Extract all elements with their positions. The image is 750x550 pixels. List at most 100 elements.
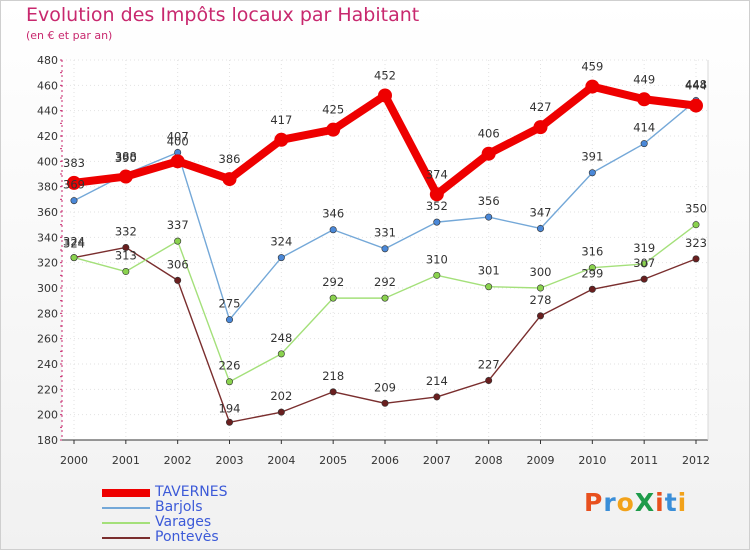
data-label: 292 — [374, 275, 396, 289]
data-point — [637, 92, 652, 107]
y-tick-label: 200 — [37, 409, 58, 422]
data-label: 319 — [633, 241, 655, 255]
data-label: 214 — [426, 374, 448, 388]
data-label: 391 — [581, 150, 603, 164]
data-label: 292 — [322, 275, 344, 289]
data-point — [640, 260, 648, 268]
logo-letter: o — [616, 488, 635, 517]
data-label: 310 — [426, 252, 448, 266]
data-label: 194 — [219, 401, 241, 415]
data-point — [485, 283, 493, 291]
data-label: 202 — [270, 389, 292, 403]
x-tick-label: 2009 — [527, 454, 555, 467]
data-point — [329, 388, 337, 396]
data-point — [381, 294, 389, 302]
data-point — [640, 275, 648, 283]
data-label: 316 — [581, 245, 603, 259]
data-point — [226, 316, 234, 324]
x-tick-label: 2001 — [112, 454, 140, 467]
chart-subtitle: (en € et par an) — [26, 29, 113, 42]
y-tick-label: 300 — [37, 282, 58, 295]
data-label: 427 — [530, 100, 552, 114]
logo-letter: r — [603, 488, 617, 517]
data-point — [381, 245, 389, 253]
logo-letter: i — [677, 488, 688, 517]
data-label: 356 — [478, 194, 500, 208]
data-label: 347 — [530, 205, 552, 219]
data-label: 383 — [63, 156, 85, 170]
data-point — [381, 399, 389, 407]
x-tick-label: 2011 — [630, 454, 658, 467]
data-label: 331 — [374, 226, 396, 240]
data-point — [226, 418, 234, 426]
data-label: 400 — [167, 134, 189, 148]
proxiti-logo: ProXiti — [584, 488, 687, 517]
data-point — [122, 268, 130, 276]
data-point — [692, 221, 700, 229]
x-tick-label: 2004 — [267, 454, 295, 467]
y-tick-label: 240 — [37, 358, 58, 371]
data-label: 337 — [167, 218, 189, 232]
data-label: 425 — [322, 103, 344, 117]
y-tick-label: 220 — [37, 383, 58, 396]
data-label: 218 — [322, 369, 344, 383]
data-label: 369 — [63, 178, 85, 192]
logo-letter: t — [664, 488, 678, 517]
x-tick-label: 2005 — [319, 454, 347, 467]
data-point — [588, 285, 596, 293]
data-point — [429, 187, 444, 202]
data-label: 388 — [115, 150, 137, 164]
data-label: 459 — [581, 60, 603, 74]
data-label: 449 — [633, 72, 655, 86]
x-tick-label: 2012 — [682, 454, 710, 467]
data-point — [485, 376, 493, 384]
x-tick-label: 2008 — [475, 454, 503, 467]
data-point — [174, 237, 182, 245]
y-tick-label: 460 — [37, 79, 58, 92]
data-point — [329, 294, 337, 302]
data-point — [640, 140, 648, 148]
data-label: 407 — [167, 129, 189, 143]
data-point — [226, 378, 234, 386]
data-point — [536, 284, 544, 292]
logo-letter: P — [584, 488, 604, 517]
data-label: 324 — [63, 237, 85, 251]
x-tick-label: 2002 — [164, 454, 192, 467]
y-tick-label: 440 — [37, 105, 58, 118]
data-label: 444 — [685, 79, 707, 93]
data-label: 323 — [685, 236, 707, 250]
data-label: 299 — [581, 266, 603, 280]
data-label: 324 — [270, 235, 292, 249]
x-tick-label: 2007 — [423, 454, 451, 467]
data-label: 306 — [167, 257, 189, 271]
data-point — [277, 408, 285, 416]
x-tick-label: 2003 — [216, 454, 244, 467]
data-point — [274, 132, 289, 147]
data-point — [170, 154, 185, 169]
y-tick-label: 320 — [37, 257, 58, 270]
chart-title: Evolution des Impôts locaux par Habitant — [26, 4, 420, 26]
x-tick-label: 2006 — [371, 454, 399, 467]
data-point — [536, 312, 544, 320]
y-tick-label: 280 — [37, 307, 58, 320]
data-label: 209 — [374, 380, 396, 394]
data-point — [588, 169, 596, 177]
logo-letter: X — [634, 488, 656, 517]
data-point — [533, 120, 548, 135]
y-tick-label: 420 — [37, 130, 58, 143]
data-point — [433, 393, 441, 401]
data-label: 332 — [115, 224, 137, 238]
y-tick-label: 400 — [37, 155, 58, 168]
y-tick-label: 380 — [37, 181, 58, 194]
data-label: 300 — [530, 265, 552, 279]
data-point — [378, 88, 392, 103]
data-point — [326, 122, 341, 137]
x-tick-label: 2000 — [60, 454, 88, 467]
y-tick-label: 180 — [37, 434, 58, 447]
data-point — [585, 79, 600, 94]
x-tick-label: 2010 — [578, 454, 606, 467]
data-point — [174, 276, 182, 284]
data-label: 452 — [374, 68, 396, 82]
data-label: 406 — [478, 127, 500, 141]
